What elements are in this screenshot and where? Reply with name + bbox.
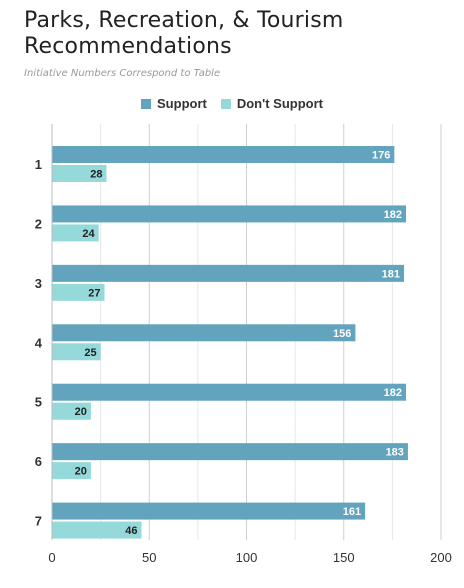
chart-title-text: Parks, Recreation, & Tourism Recommendat… [24,8,344,59]
category-label: 6 [35,454,42,469]
bar-dont-support [52,165,107,182]
bar-support [52,383,406,401]
data-label: 183 [386,447,404,459]
x-tick-label: 100 [236,550,258,565]
category-label: 4 [35,335,43,350]
category-label: 5 [35,395,42,410]
bar-support [52,205,406,223]
bar-dont-support [52,521,142,539]
legend-swatch-dont-support [220,98,231,109]
data-label: 176 [372,150,390,162]
bar-support [52,264,405,282]
bar-support [52,502,366,520]
legend-item-support: Support [141,96,207,111]
data-label: 20 [75,466,87,478]
x-tick-label: 50 [142,550,156,565]
x-tick-label: 200 [430,550,452,565]
data-label: 46 [125,525,137,537]
bar-dont-support [52,402,91,420]
category-label: 2 [35,216,42,231]
bar-support [52,324,356,342]
legend-item-dont-support: Don't Support [220,96,323,111]
data-label: 182 [384,209,402,221]
bar-support [52,443,408,461]
bar-dont-support [52,283,105,301]
legend-label-support: Support [157,96,207,111]
bar-dont-support [52,343,101,361]
data-label: 181 [382,268,400,280]
x-tick-label: 0 [48,550,55,565]
legend: Support Don't Support [0,96,464,111]
data-label: 28 [90,169,102,181]
legend-label-dont-support: Don't Support [236,96,323,111]
data-label: 25 [84,347,96,359]
data-label: 20 [75,406,87,418]
category-label: 7 [35,514,42,529]
bar-dont-support [52,224,99,242]
bar-support [52,146,395,163]
legend-swatch-support [141,98,152,109]
chart-title: Parks, Recreation, & Tourism Recommendat… [24,8,464,60]
category-label: 3 [35,276,42,291]
x-tick-label: 150 [333,550,355,565]
data-label: 182 [384,387,402,399]
data-label: 156 [333,328,351,340]
category-label: 1 [35,157,42,172]
data-label: 27 [88,287,100,299]
data-label: 24 [82,228,95,240]
data-label: 161 [343,506,361,518]
chart-subtitle: Initiative Numbers Correspond to Table [24,68,221,79]
bar-dont-support [52,462,91,480]
